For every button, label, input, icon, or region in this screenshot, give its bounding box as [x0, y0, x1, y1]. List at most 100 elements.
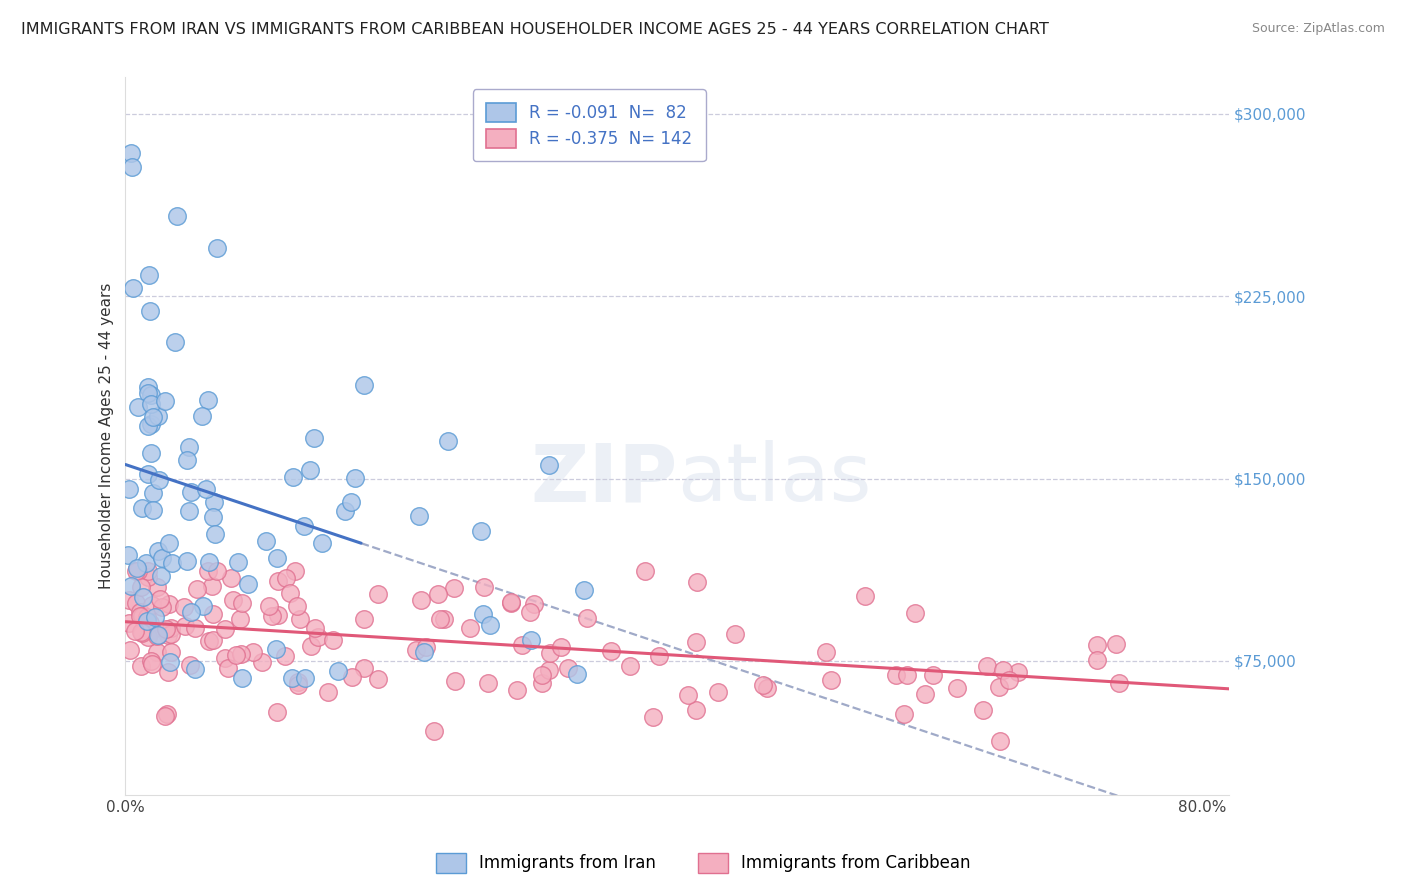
Point [153, 393, 176, 408]
Text: ZIP: ZIP [530, 440, 678, 518]
Point [1007, 665, 1029, 679]
Point [342, 669, 364, 683]
Point [567, 667, 589, 681]
Point [427, 587, 450, 601]
Text: Source: ZipAtlas.com: Source: ZipAtlas.com [1251, 22, 1385, 36]
Point [326, 664, 349, 678]
Point [145, 580, 167, 594]
Point [202, 494, 225, 508]
Point [307, 631, 329, 645]
Point [290, 612, 312, 626]
Point [159, 626, 181, 640]
Point [124, 624, 146, 638]
Point [173, 619, 195, 633]
Point [136, 610, 159, 624]
Point [228, 556, 250, 570]
Point [173, 600, 195, 615]
Point [205, 564, 228, 578]
Point [914, 687, 936, 701]
Point [678, 688, 700, 702]
Point [118, 615, 141, 630]
Point [501, 595, 523, 609]
Point [131, 625, 153, 640]
Point [519, 605, 541, 619]
Point [343, 471, 366, 485]
Point [229, 612, 252, 626]
Point [257, 599, 280, 613]
Point [264, 641, 287, 656]
Point [136, 386, 159, 401]
Point [278, 586, 301, 600]
Point [129, 658, 152, 673]
Point [254, 534, 277, 549]
Point [993, 663, 1015, 677]
Point [143, 609, 166, 624]
Point [127, 561, 149, 575]
Point [162, 556, 184, 570]
Point [412, 645, 434, 659]
Point [284, 564, 307, 578]
Point [437, 434, 460, 448]
Point [179, 504, 201, 518]
Point [138, 380, 160, 394]
Point [922, 668, 945, 682]
Point [1105, 637, 1128, 651]
Point [266, 550, 288, 565]
Point [415, 640, 437, 654]
Point [267, 574, 290, 588]
Point [160, 645, 183, 659]
Point [139, 397, 162, 411]
Point [472, 607, 495, 621]
Point [988, 680, 1011, 694]
Point [458, 621, 481, 635]
Point [477, 676, 499, 690]
Point [127, 401, 149, 415]
Point [287, 599, 309, 614]
Point [121, 161, 143, 175]
Point [225, 648, 247, 663]
Point [304, 622, 326, 636]
Point [204, 526, 226, 541]
Point [531, 668, 554, 682]
Point [575, 611, 598, 625]
Point [141, 654, 163, 668]
Point [444, 673, 467, 688]
Y-axis label: Householder Income Ages 25 - 44 years: Householder Income Ages 25 - 44 years [100, 283, 114, 590]
Point [156, 628, 179, 642]
Point [142, 409, 165, 424]
Point [191, 409, 214, 423]
Point [353, 612, 375, 626]
Point [896, 668, 918, 682]
Point [146, 543, 169, 558]
Point [990, 734, 1012, 748]
Point [643, 709, 665, 723]
Point [184, 662, 207, 676]
Point [1087, 653, 1109, 667]
Point [322, 632, 344, 647]
Point [194, 482, 217, 496]
Point [155, 708, 177, 723]
Point [157, 536, 180, 550]
Point [423, 723, 446, 738]
Point [122, 281, 145, 295]
Point [149, 569, 172, 583]
Point [294, 671, 316, 685]
Point [120, 643, 142, 657]
Point [136, 564, 159, 578]
Point [222, 593, 245, 607]
Point [214, 651, 236, 665]
Point [292, 518, 315, 533]
Point [128, 606, 150, 620]
Point [1085, 638, 1108, 652]
Point [976, 658, 998, 673]
Point [166, 209, 188, 223]
Point [506, 683, 529, 698]
Point [156, 665, 179, 679]
Point [260, 608, 283, 623]
Point [706, 685, 728, 699]
Point [530, 676, 553, 690]
Point [138, 268, 160, 283]
Point [183, 621, 205, 635]
Point [131, 608, 153, 623]
Point [724, 627, 747, 641]
